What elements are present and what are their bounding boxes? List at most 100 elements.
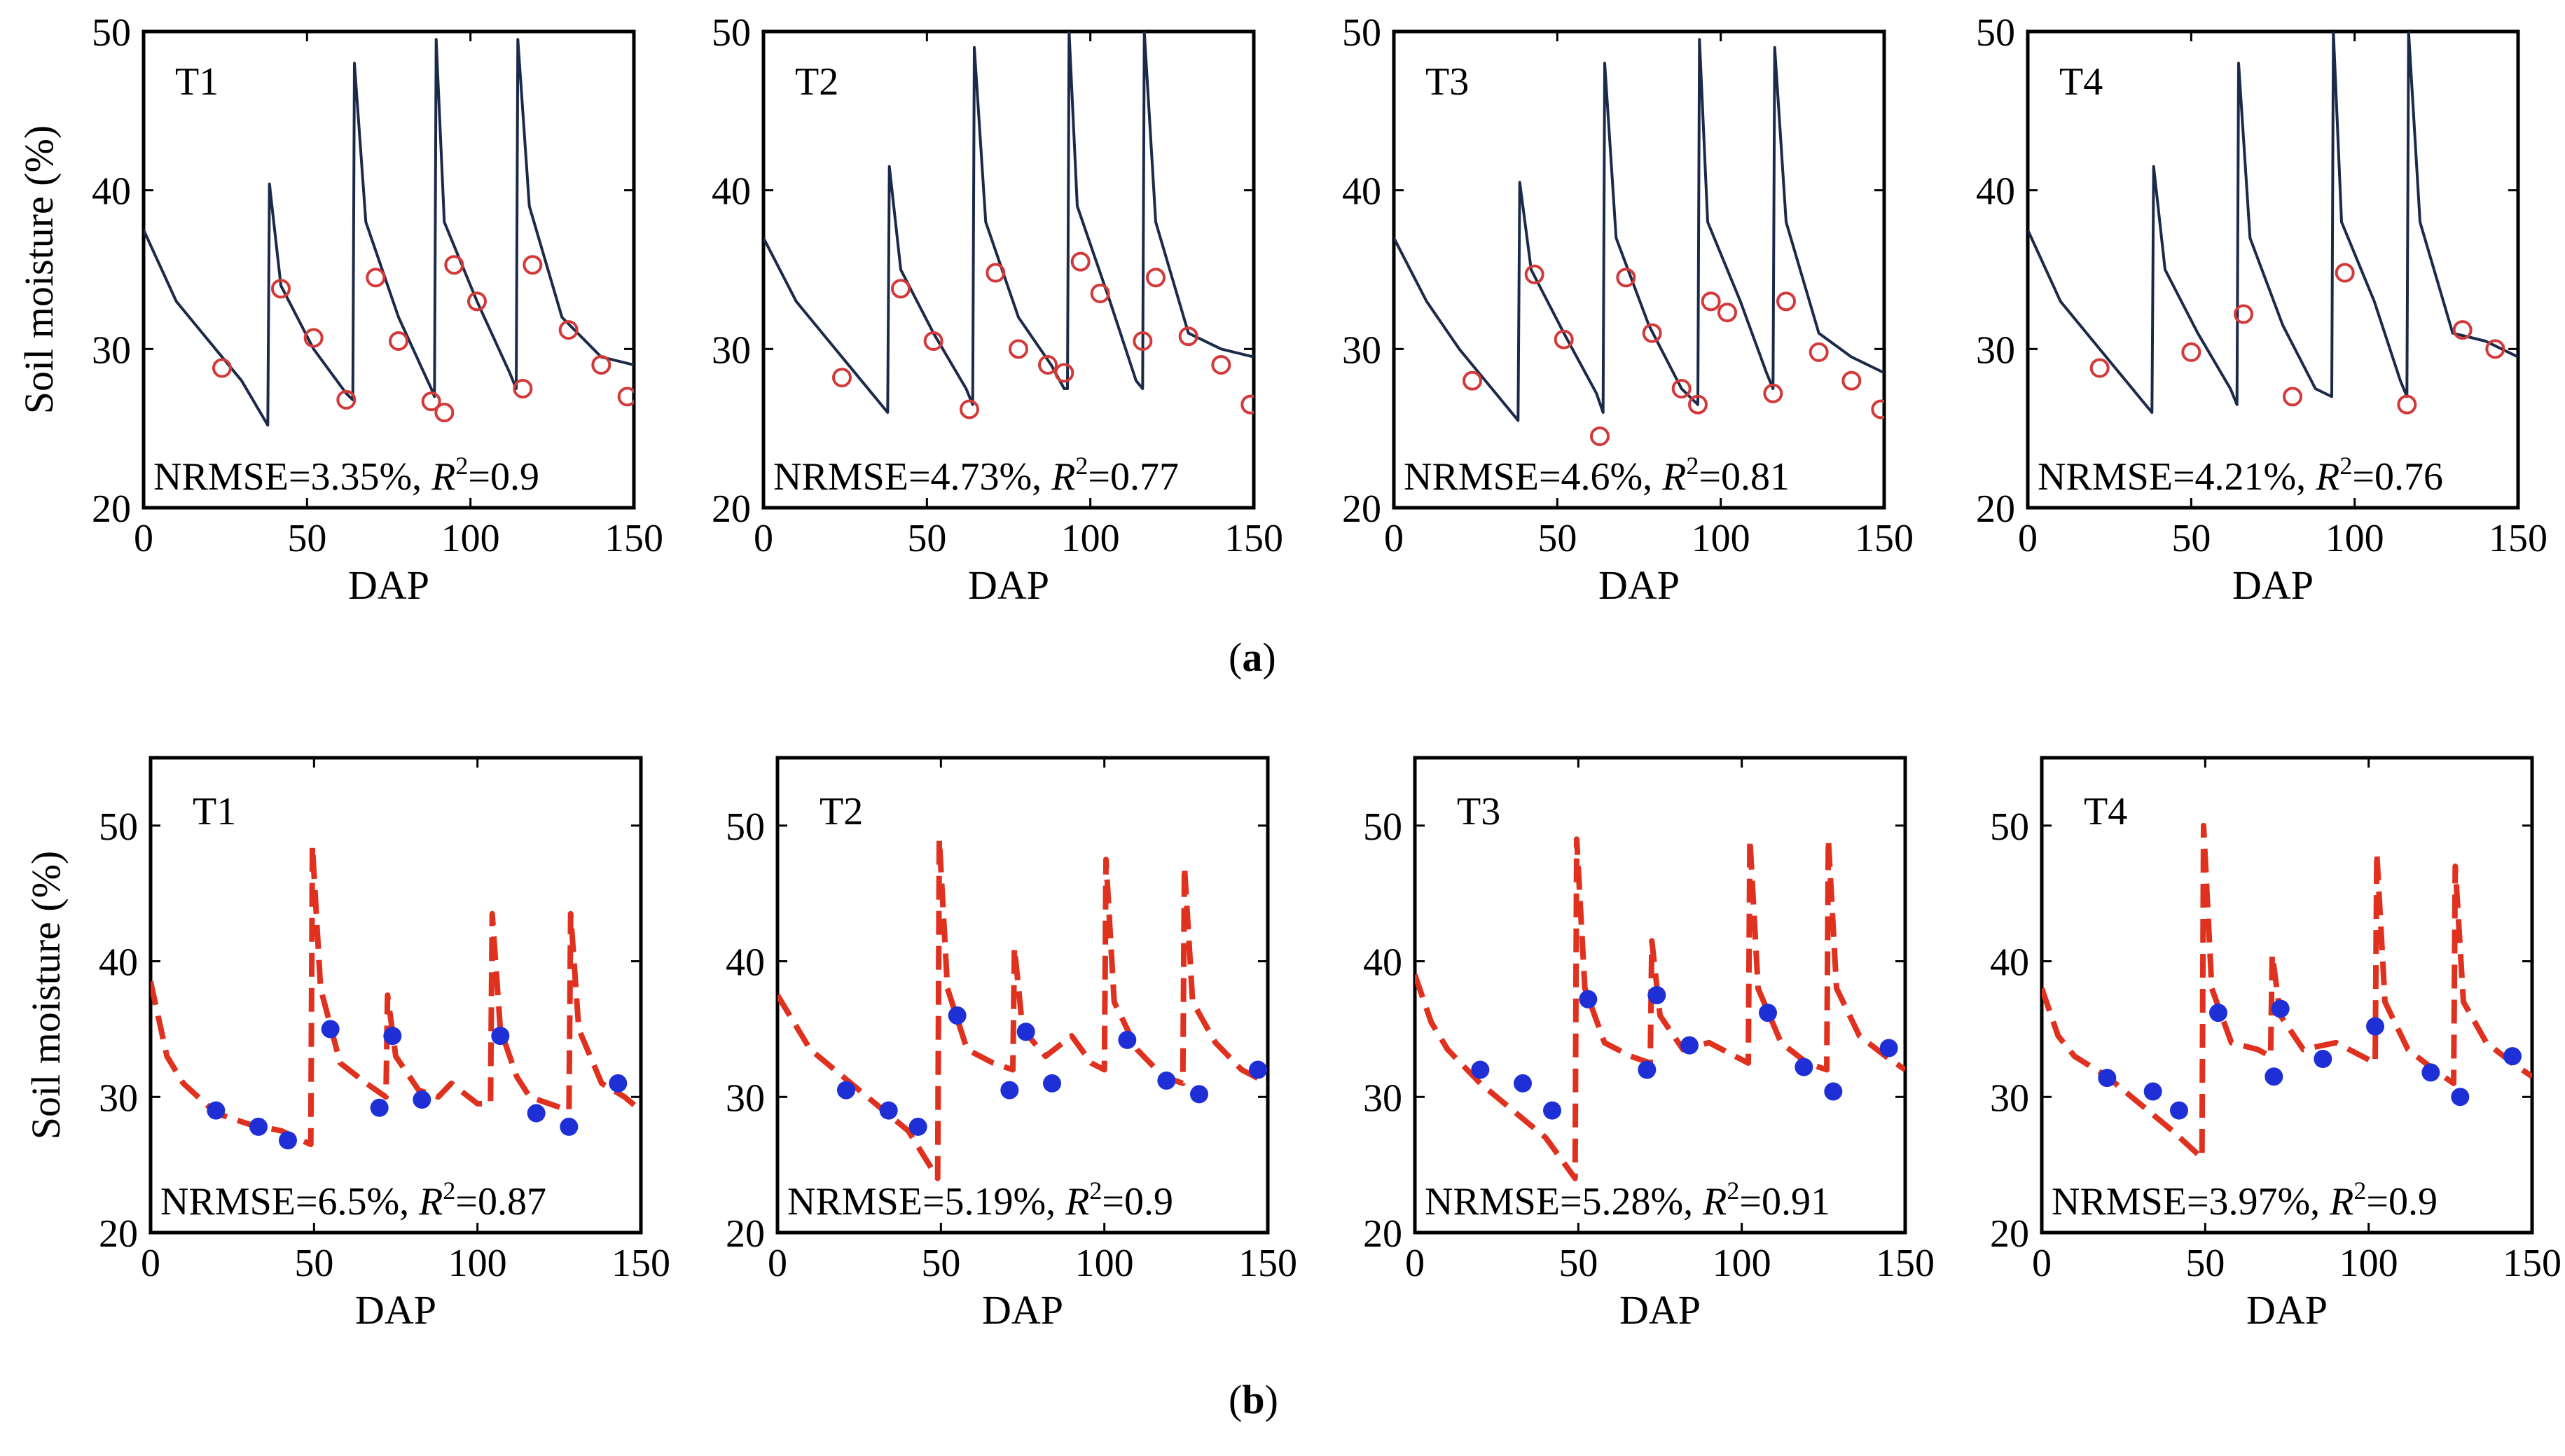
panel-label: T2 <box>795 60 838 104</box>
observed-point <box>1054 363 1074 383</box>
y-tick-label: 50 <box>99 805 138 849</box>
observed-point <box>908 1117 927 1136</box>
observed-point <box>1871 399 1884 420</box>
observed-point <box>1776 291 1796 312</box>
y-tick-label: 50 <box>726 805 765 849</box>
x-tick-label: 150 <box>611 1242 670 1285</box>
observed-point <box>1824 1082 1843 1101</box>
x-tick-label: 100 <box>2325 517 2384 560</box>
observed-point <box>1146 268 1166 288</box>
y-tick-label: 50 <box>1976 11 2015 55</box>
observed-point <box>527 1104 546 1123</box>
observed-point <box>212 358 232 378</box>
observed-point <box>1178 326 1198 347</box>
caption-b: (b) <box>1229 1377 1278 1422</box>
y-tick-label: 40 <box>712 170 751 214</box>
x-tick-label: 100 <box>441 517 500 560</box>
observed-point <box>1524 264 1544 284</box>
observed-point <box>383 1027 402 1046</box>
panel-label: T4 <box>2084 790 2127 833</box>
observed-point <box>1841 370 1862 391</box>
observed-point <box>2283 387 2302 407</box>
observed-point <box>1043 1074 1061 1093</box>
observed-point <box>467 291 487 312</box>
observed-point <box>370 1098 389 1117</box>
y-tick-label: 50 <box>1363 805 1402 849</box>
metrics-annotation: NRMSE=5.19%, R2=0.9 <box>787 1177 1173 1223</box>
observed-point <box>279 1131 297 1150</box>
y-tick-label: 50 <box>712 11 751 55</box>
simulated-series-line <box>144 38 634 427</box>
observed-point <box>1070 251 1091 272</box>
plot-frame <box>141 29 636 510</box>
observed-point <box>2485 339 2505 359</box>
observed-point <box>513 379 533 398</box>
observed-point <box>413 1090 431 1109</box>
observed-point <box>1795 1058 1813 1076</box>
y-tick-label: 30 <box>726 1076 765 1120</box>
observed-point <box>421 391 441 412</box>
observed-point <box>609 1074 628 1093</box>
x-tick-label: 50 <box>921 1242 960 1285</box>
panel-b-t2: 0 50 100 150 20 30 40 50 DAP T2 NRMSE=5.19%, R2=0.… <box>726 756 1297 1333</box>
x-tick-label: 0 <box>2018 517 2038 560</box>
y-tick-label: 50 <box>92 11 131 55</box>
panel-a-t3: 0 50 100 150 20 30 40 50 DAP T3 NRMSE=4.6%, R2=0.8… <box>1342 11 1914 608</box>
observed-point <box>2234 304 2253 324</box>
x-axis-label: DAP <box>348 562 429 608</box>
y-tick-label: 40 <box>1990 941 2029 985</box>
simulated-series-line <box>777 836 1268 1181</box>
simulated-series-line <box>2028 32 2518 414</box>
x-axis-label: DAP <box>355 1287 436 1333</box>
y-tick-label: 20 <box>1990 1212 2029 1256</box>
plot-frame <box>761 29 1256 510</box>
x-tick-label: 150 <box>1224 517 1283 560</box>
x-tick-label: 100 <box>1075 1242 1134 1285</box>
y-tick-label: 40 <box>1342 170 1381 214</box>
observed-point <box>249 1117 268 1136</box>
data-layer <box>151 843 641 1150</box>
y-tick-label: 20 <box>99 1212 138 1256</box>
panel-label: T1 <box>175 60 219 104</box>
observed-point <box>1463 370 1482 391</box>
observed-point <box>444 255 464 275</box>
observed-point <box>2098 1069 2117 1088</box>
observed-point <box>2143 1082 2162 1101</box>
x-tick-label: 0 <box>1405 1242 1425 1285</box>
observed-point <box>2089 358 2110 378</box>
x-axis-label: DAP <box>1619 1287 1701 1333</box>
observed-point <box>2452 320 2473 340</box>
observed-point <box>2451 1088 2470 1107</box>
x-tick-label: 150 <box>1238 1242 1297 1285</box>
metrics-annotation: NRMSE=4.21%, R2=0.76 <box>2038 452 2443 499</box>
observed-point <box>1701 291 1721 312</box>
y-tick-label: 30 <box>712 328 751 372</box>
plot-frame <box>1392 29 1886 510</box>
x-axis-label: DAP <box>1598 562 1680 608</box>
observed-point <box>2397 394 2417 415</box>
x-tick-label: 50 <box>2171 517 2211 560</box>
observed-point <box>1647 986 1666 1004</box>
observed-point <box>1717 303 1737 323</box>
y-tick-label: 30 <box>1976 328 2015 372</box>
x-tick-label: 150 <box>2503 1242 2561 1285</box>
y-tick-label: 30 <box>1363 1076 1402 1120</box>
metrics-annotation: NRMSE=4.73%, R2=0.77 <box>773 452 1179 499</box>
x-tick-label: 100 <box>448 1242 507 1285</box>
observed-point <box>1579 990 1598 1008</box>
x-tick-label: 0 <box>1384 517 1404 560</box>
observed-point <box>1680 1036 1699 1055</box>
y-tick-label: 30 <box>1990 1076 2029 1120</box>
panel-label: T4 <box>2059 60 2103 104</box>
x-tick-label: 100 <box>2339 1242 2398 1285</box>
observed-point <box>1879 1039 1898 1058</box>
observed-point <box>1090 284 1110 303</box>
y-tick-label: 40 <box>1363 941 1402 985</box>
observed-point <box>832 368 852 388</box>
observed-point <box>336 389 357 410</box>
x-tick-label: 50 <box>907 517 946 560</box>
observed-point <box>1543 1101 1561 1120</box>
data-layer <box>2028 32 2518 415</box>
x-tick-label: 100 <box>1061 517 1120 560</box>
observed-point <box>523 255 543 275</box>
